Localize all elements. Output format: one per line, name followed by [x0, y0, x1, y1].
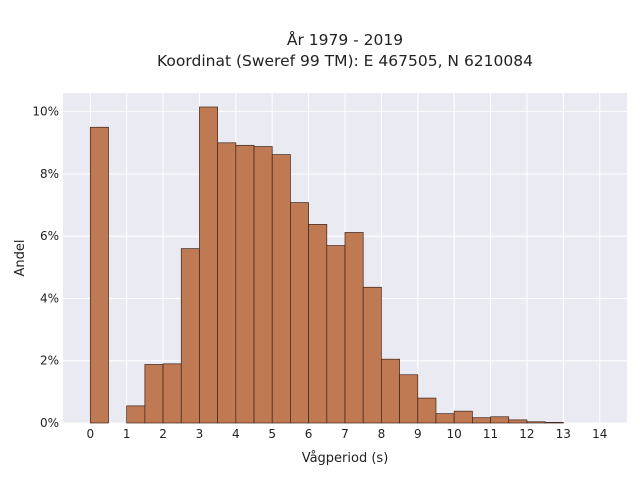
x-axis-label: Vågperiod (s)	[302, 451, 389, 466]
x-tick-label: 6	[305, 427, 313, 441]
histogram-bar	[435, 413, 455, 424]
x-tick-label: 8	[378, 427, 386, 441]
x-tick-label: 10	[447, 427, 462, 441]
histogram-bar	[508, 419, 528, 424]
y-tick-label: 4%	[40, 291, 59, 305]
histogram-bar	[290, 202, 309, 424]
histogram-bar	[199, 106, 218, 424]
y-tick-label: 8%	[40, 167, 59, 181]
chart-title-line-1: År 1979 - 2019	[287, 30, 403, 49]
x-tick-label: 4	[232, 427, 240, 441]
y-axis-ticks: 0% 2% 4% 6% 8% 10%	[32, 105, 59, 430]
histogram-bar	[308, 224, 328, 424]
histogram-bar	[344, 232, 364, 424]
histogram-bar	[472, 417, 491, 424]
histogram-bar	[162, 363, 182, 424]
y-tick-label: 6%	[40, 229, 59, 243]
histogram-bar	[326, 245, 346, 424]
histogram-bar	[126, 405, 146, 424]
histogram-bar	[362, 286, 382, 424]
y-tick-label: 0%	[40, 416, 59, 430]
histogram-bar	[144, 364, 164, 424]
x-axis-ticks: 0 1 2 3 4 5 6 7 8 9 10 11 12 13 14	[86, 427, 607, 441]
x-tick-label: 7	[341, 427, 349, 441]
histogram-bar	[453, 410, 473, 424]
histogram-bar	[490, 416, 510, 424]
x-tick-label: 14	[592, 427, 607, 441]
y-tick-label: 10%	[32, 105, 59, 119]
histogram-bar	[253, 146, 273, 424]
histogram-bar	[89, 126, 109, 424]
x-tick-label: 2	[159, 427, 167, 441]
x-tick-label: 5	[268, 427, 276, 441]
x-tick-label: 1	[123, 427, 131, 441]
x-tick-label: 13	[556, 427, 571, 441]
histogram-bar	[399, 374, 419, 424]
histogram-bar	[381, 358, 400, 424]
histogram-bar	[235, 144, 255, 424]
x-tick-label: 3	[196, 427, 204, 441]
x-tick-label: 9	[414, 427, 422, 441]
x-tick-label: 11	[483, 427, 498, 441]
histogram-bar	[271, 154, 291, 424]
histogram-bar	[526, 421, 546, 424]
chart-title-line-2: Koordinat (Sweref 99 TM): E 467505, N 62…	[157, 52, 533, 70]
histogram-bars	[89, 106, 564, 424]
histogram-bar	[417, 397, 437, 424]
y-tick-label: 2%	[40, 354, 59, 368]
x-tick-label: 12	[519, 427, 534, 441]
y-axis-label: Andel	[13, 240, 28, 277]
x-tick-label: 0	[86, 427, 94, 441]
histogram-bar	[180, 248, 200, 424]
histogram-bar	[217, 142, 237, 424]
histogram-bar	[544, 422, 564, 424]
